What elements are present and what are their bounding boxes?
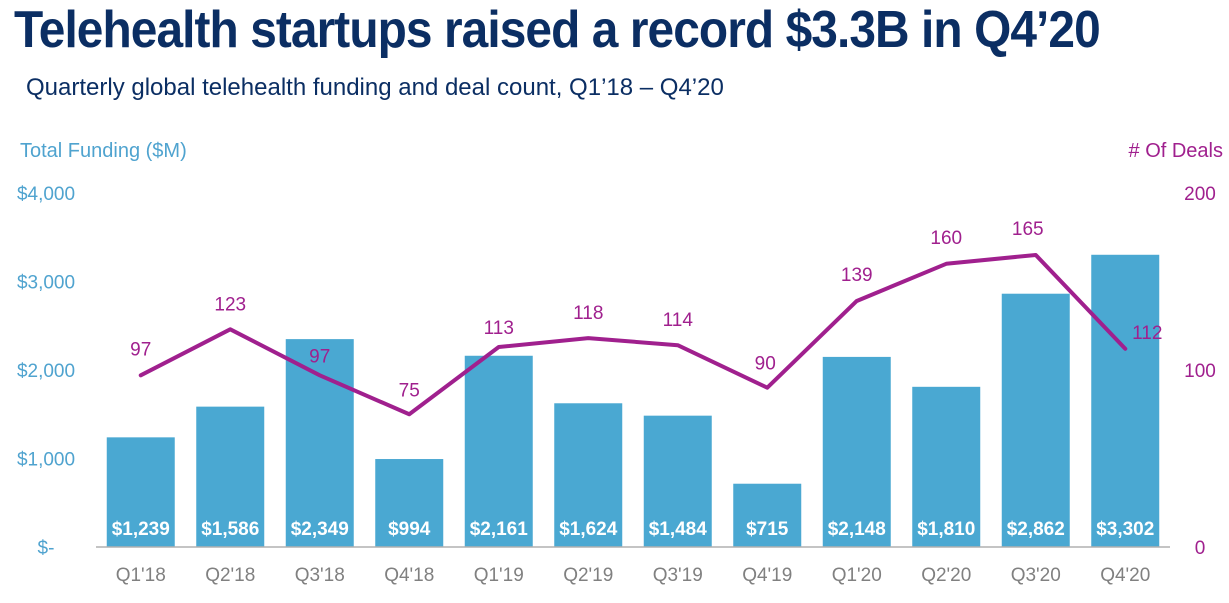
deals-value-label: 139: [841, 265, 873, 286]
right-axis-tick-label: 100: [1184, 361, 1216, 382]
deals-value-label: 118: [573, 303, 603, 324]
funding-bar-label: $2,862: [1007, 519, 1065, 540]
funding-bar: [464, 355, 533, 547]
deals-value-label: 113: [484, 318, 514, 339]
deals-value-label: 112: [1132, 323, 1162, 344]
left-axis-tick-label: $-: [38, 538, 55, 559]
deals-value-label: 97: [309, 346, 330, 367]
deals-value-label: 90: [755, 354, 776, 375]
funding-bar: [285, 339, 354, 547]
right-axis-tick-label: 0: [1195, 538, 1206, 559]
x-axis-category-label: Q2'18: [205, 565, 255, 586]
funding-bar: [912, 386, 981, 547]
deals-value-label: 123: [214, 294, 246, 315]
right-axis-title: # Of Deals: [1128, 140, 1223, 162]
left-axis-title: Total Funding ($M): [20, 140, 187, 162]
x-axis-category-label: Q1'20: [832, 565, 882, 586]
deals-value-label: 114: [663, 310, 694, 331]
deals-value-label: 75: [399, 380, 420, 401]
left-axis-tick-label: $3,000: [17, 273, 75, 294]
x-axis-category-label: Q3'20: [1011, 565, 1061, 586]
funding-bar-label: $1,624: [559, 519, 618, 540]
funding-bar-label: $2,349: [291, 519, 349, 540]
funding-bar-label: $994: [388, 519, 431, 540]
x-axis-category-label: Q1'19: [474, 565, 524, 586]
x-axis-category-label: Q4'20: [1100, 565, 1150, 586]
left-axis-tick-label: $4,000: [17, 184, 75, 205]
x-axis-category-label: Q4'19: [742, 565, 792, 586]
x-axis-category-label: Q4'18: [384, 565, 434, 586]
x-axis-category-label: Q2'20: [921, 565, 971, 586]
funding-bar: [643, 415, 712, 547]
chart-title: Telehealth startups raised a record $3.3…: [14, 1, 1101, 59]
x-axis-category-label: Q3'19: [653, 565, 703, 586]
x-axis-category-label: Q2'19: [563, 565, 613, 586]
funding-bar-label: $2,161: [470, 519, 529, 540]
funding-bar: [1091, 254, 1160, 547]
funding-bar-label: $1,484: [649, 519, 708, 540]
right-axis-tick-label: 200: [1184, 184, 1216, 205]
funding-bar: [1001, 293, 1070, 547]
deals-value-label: 97: [130, 339, 151, 360]
deals-line: [138, 252, 1128, 417]
x-axis-category-label: Q3'18: [295, 565, 345, 586]
left-axis-tick-label: $2,000: [17, 361, 75, 382]
left-axis-tick-label: $1,000: [17, 450, 75, 471]
funding-bar-label: $1,810: [917, 519, 975, 540]
chart-subtitle: Quarterly global telehealth funding and …: [26, 74, 724, 101]
funding-bar: [733, 483, 802, 547]
deals-value-label: 160: [930, 228, 962, 249]
funding-bar: [196, 406, 265, 547]
funding-bar: [554, 403, 623, 547]
funding-bar-label: $2,148: [828, 519, 886, 540]
funding-bar: [106, 437, 175, 547]
funding-bar-label: $3,302: [1096, 519, 1154, 540]
funding-bar-label: $1,586: [201, 519, 259, 540]
funding-bar-label: $1,239: [112, 519, 170, 540]
funding-bar-label: $715: [746, 519, 789, 540]
funding-bar: [375, 459, 444, 547]
funding-bar: [822, 356, 891, 547]
x-axis-category-label: Q1'18: [116, 565, 166, 586]
deals-value-label: 165: [1012, 219, 1044, 240]
